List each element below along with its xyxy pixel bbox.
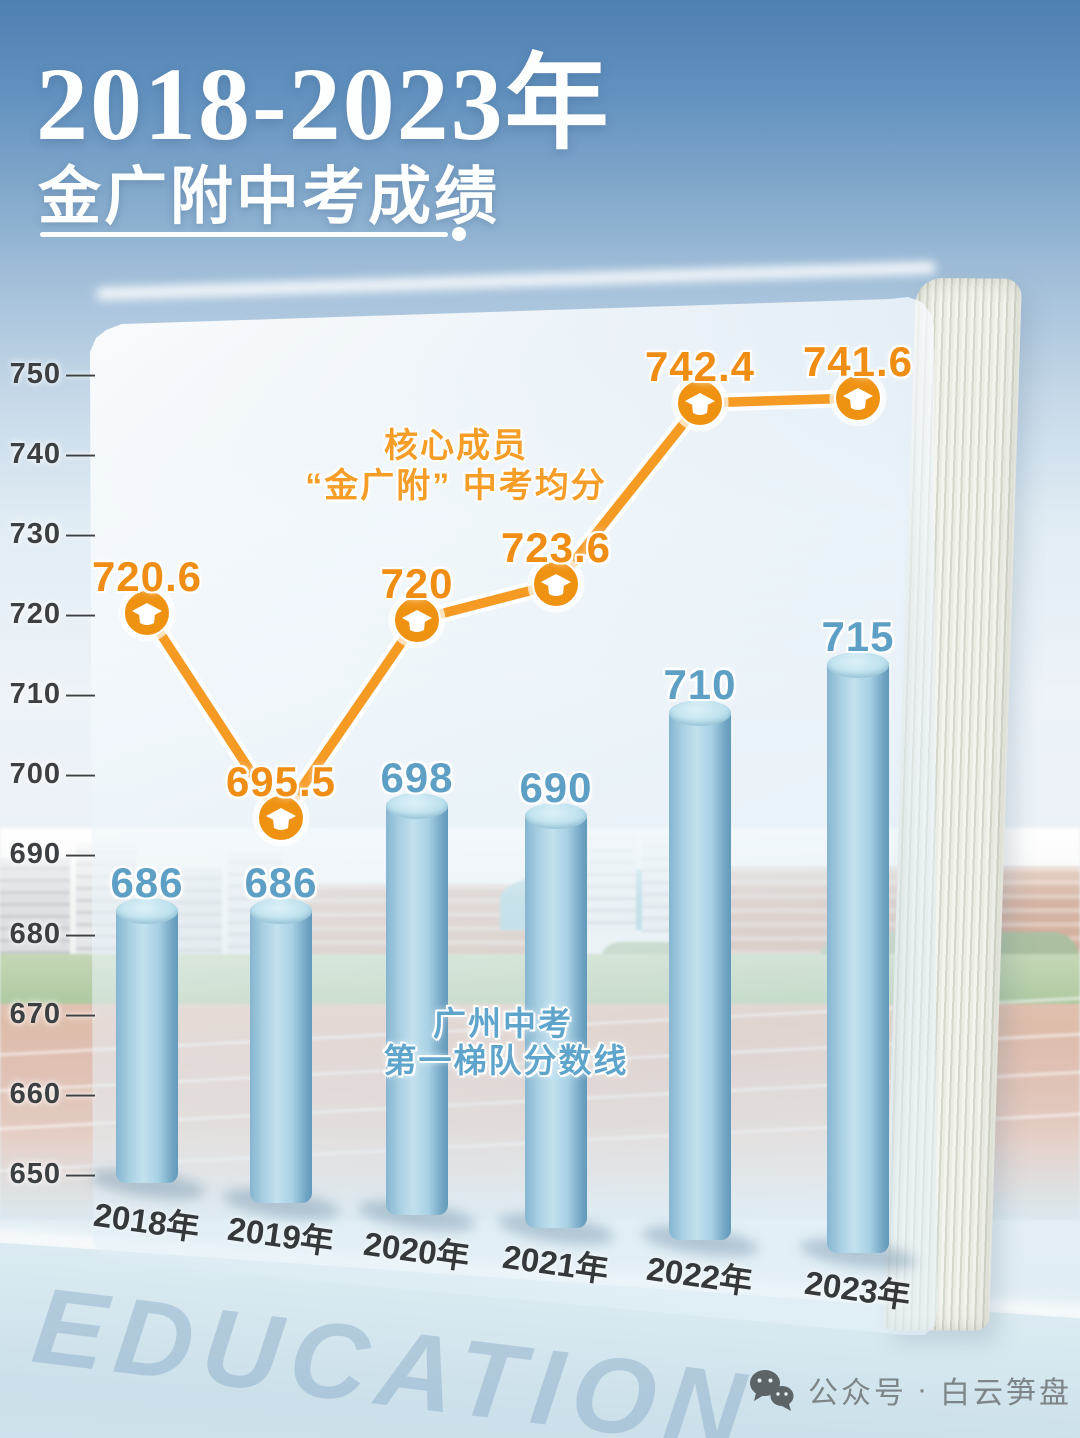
- y-axis-tick-750: 750—: [9, 358, 96, 390]
- y-axis-tick-730: 730—: [9, 518, 96, 550]
- y-axis-tick-740: 740—: [9, 438, 96, 470]
- bar-value-label: 686: [110, 859, 184, 906]
- title-underline: [40, 232, 448, 237]
- bar-value-label: 715: [821, 613, 895, 660]
- footer-text-account: 白云笋盘: [940, 1377, 1072, 1410]
- bar-2021年: [525, 816, 587, 1228]
- bar-top-cap: [250, 898, 312, 924]
- bar-2019年: [250, 911, 312, 1203]
- title-underline-dot: [452, 227, 466, 241]
- y-axis-tick-700: 700—: [9, 758, 96, 790]
- bar-series-label-2: 第一梯队分数线: [383, 1042, 629, 1079]
- line-value-label: 695.5: [225, 758, 337, 805]
- bar-2020年: [386, 806, 448, 1215]
- y-axis-tick-720: 720—: [9, 598, 96, 630]
- page-top-edge-glow: [96, 261, 936, 300]
- bar-2022年: [669, 713, 731, 1240]
- wechat-icon: [750, 1370, 794, 1411]
- line-value-label: 723.6: [500, 524, 612, 571]
- y-axis-tick-660: 660—: [9, 1078, 96, 1110]
- y-axis-tick-650: 650—: [9, 1158, 96, 1190]
- y-axis-tick-680: 680—: [9, 918, 96, 950]
- bar-value-label: 710: [663, 661, 737, 708]
- bar-2023年: [827, 665, 889, 1253]
- footer-text-separator: ·: [917, 1373, 930, 1406]
- wechat-footer: 公众号 · 白云笋盘: [746, 1368, 1072, 1412]
- poster-title-years: 2018-2023年: [36, 47, 611, 162]
- bar-2018年: [116, 911, 178, 1183]
- y-axis-tick-710: 710—: [9, 678, 96, 710]
- bar-value-label: 690: [519, 764, 593, 811]
- poster-title-subject: 金广附中考成绩: [38, 162, 500, 232]
- bar-series-label-1: 广州中考: [433, 1005, 573, 1042]
- footer-text-platform: 公众号: [808, 1377, 907, 1410]
- bar-top-cap: [116, 898, 178, 924]
- line-value-label: 741.6: [802, 338, 914, 385]
- y-axis-tick-690: 690—: [9, 838, 96, 870]
- bar-value-label: 686: [244, 859, 318, 906]
- line-series-label-2: “金广附” 中考均分: [305, 467, 607, 505]
- line-value-label: 720.6: [91, 553, 203, 600]
- y-axis-tick-670: 670—: [9, 998, 96, 1030]
